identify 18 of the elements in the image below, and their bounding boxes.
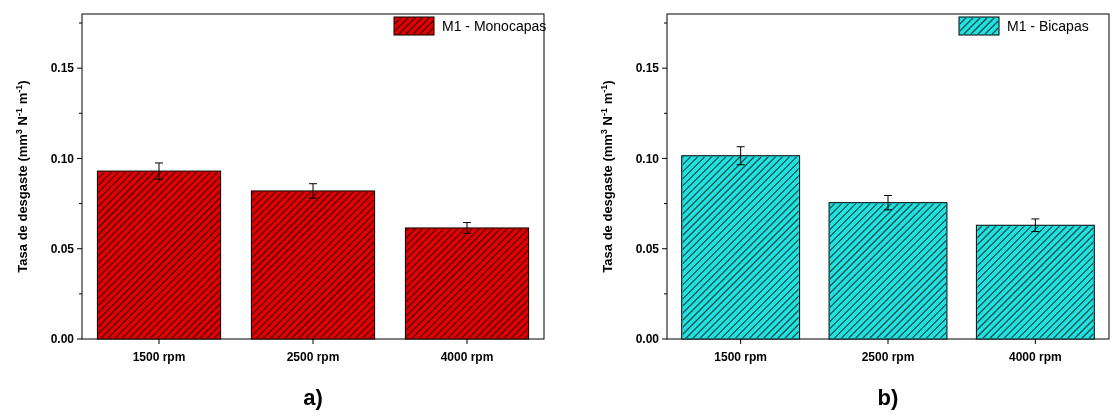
legend-label: M1 - Bicapas (1007, 17, 1089, 34)
x-tick-label: 4000 rpm (1008, 350, 1062, 364)
legend-label: M1 - Monocapas (442, 17, 547, 34)
x-tick-label: 4000 rpm (440, 350, 494, 364)
x-tick-label: 1500 rpm (132, 350, 186, 364)
y-tick-label: 0.05 (635, 241, 660, 256)
y-tick-label: 0.10 (50, 151, 75, 166)
x-tick-label: 2500 rpm (286, 350, 340, 364)
y-tick-label: 0.00 (50, 332, 75, 347)
y-tick-label: 0.15 (635, 61, 660, 76)
y-tick-label: 0.10 (635, 151, 660, 166)
y-tick-label: 0.15 (50, 61, 75, 76)
x-tick-label: 1500 rpm (714, 350, 768, 364)
y-tick-label: 0.00 (635, 332, 660, 347)
text: a) (303, 385, 323, 410)
y-tick-label: 0.05 (50, 241, 75, 256)
text: b) (877, 385, 899, 410)
x-tick-label: 2500 rpm (861, 350, 915, 364)
